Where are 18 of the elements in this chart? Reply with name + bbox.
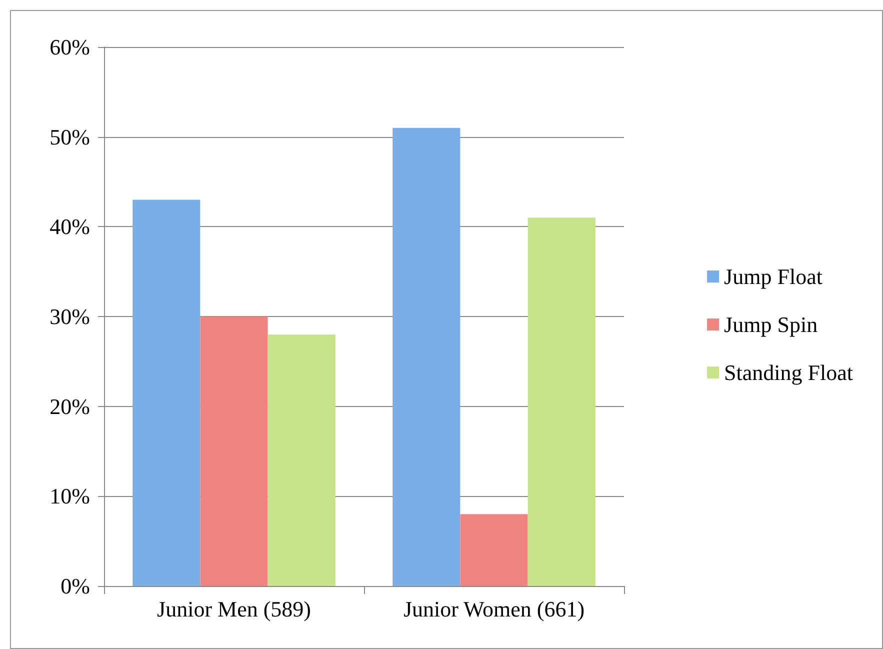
y-tick-label: 10%	[50, 484, 90, 509]
y-tick-label: 60%	[50, 34, 90, 60]
y-tick-label: 20%	[50, 394, 90, 419]
legend-label: Jump Float	[724, 264, 822, 289]
bar	[528, 218, 596, 586]
x-tick-label: Junior Women (661)	[403, 596, 585, 622]
bar	[268, 334, 336, 586]
y-tick-label: 30%	[50, 304, 90, 329]
legend-label: Standing Float	[724, 360, 854, 385]
y-tick-label: 50%	[50, 124, 90, 150]
bar	[132, 200, 200, 586]
bar	[460, 514, 528, 586]
bar	[392, 128, 460, 586]
legend-label: Jump Spin	[724, 312, 818, 337]
x-tick-label: Junior Men (589)	[157, 596, 311, 622]
y-tick-label: 0%	[60, 574, 90, 598]
y-tick-label: 40%	[50, 214, 90, 240]
bar	[200, 316, 268, 586]
